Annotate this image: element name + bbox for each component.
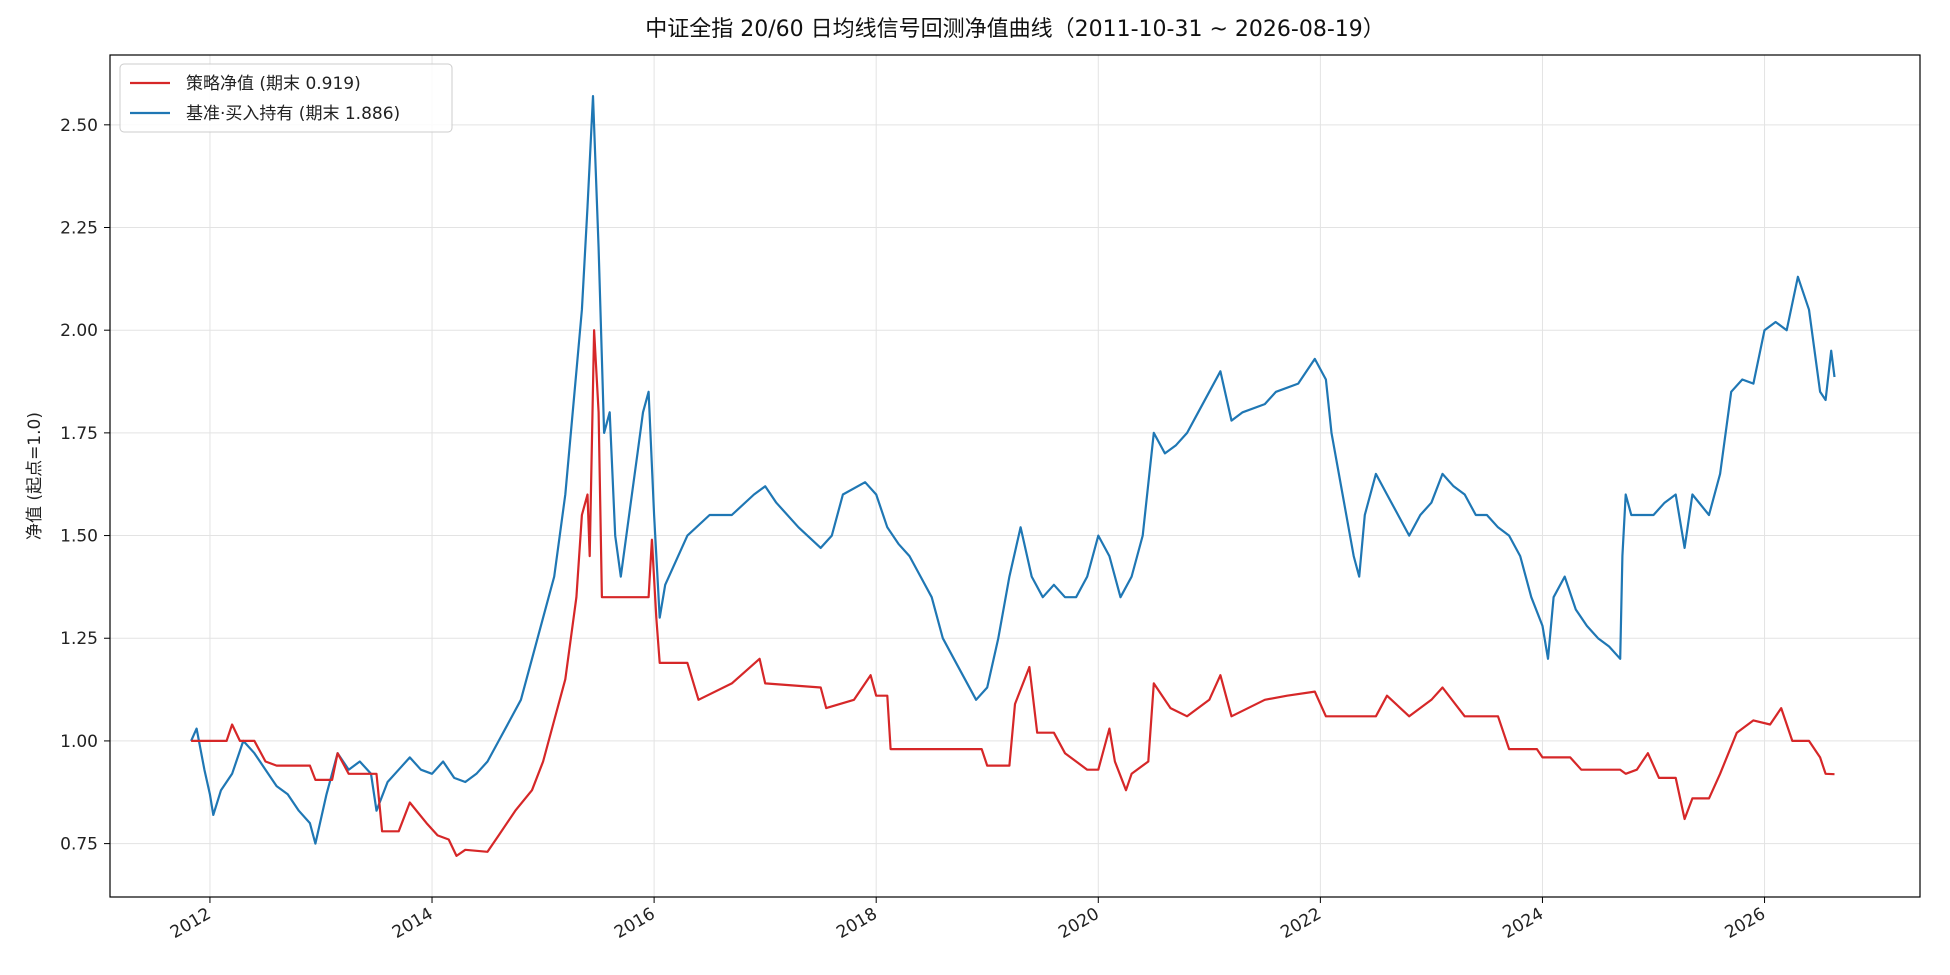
chart-title: 中证全指 20/60 日均线信号回测净值曲线（2011-10-31 ~ 2026… xyxy=(645,17,1385,42)
y-axis: 0.75 1.00 1.25 1.50 1.75 2.00 2.25 2.50 xyxy=(60,116,110,855)
series-line-strategy xyxy=(191,329,1835,857)
y-axis-label: 净值 (起点=1.0) xyxy=(25,412,45,540)
plot-frame xyxy=(109,54,1921,898)
y-tick-label: 1.75 xyxy=(60,424,98,444)
legend: 策略净值 (期末 0.919) 基准·买入持有 (期末 1.886) xyxy=(119,63,453,133)
legend-box xyxy=(119,63,453,133)
y-tick-label: 1.50 xyxy=(60,527,98,547)
legend-label-strategy: 策略净值 (期末 0.919) xyxy=(186,74,361,94)
series-line-benchmark xyxy=(190,95,1836,845)
y-tick-label: 2.25 xyxy=(60,219,98,239)
series-layer xyxy=(190,95,1836,857)
y-tick-label: 0.75 xyxy=(60,835,98,855)
y-tick-label: 2.50 xyxy=(60,116,98,136)
y-tick-label: 1.25 xyxy=(60,629,98,649)
y-tick-label: 2.00 xyxy=(60,321,98,341)
grid-layer xyxy=(110,55,1920,897)
legend-label-benchmark: 基准·买入持有 (期末 1.886) xyxy=(186,104,400,124)
y-tick-label: 1.00 xyxy=(60,732,98,752)
